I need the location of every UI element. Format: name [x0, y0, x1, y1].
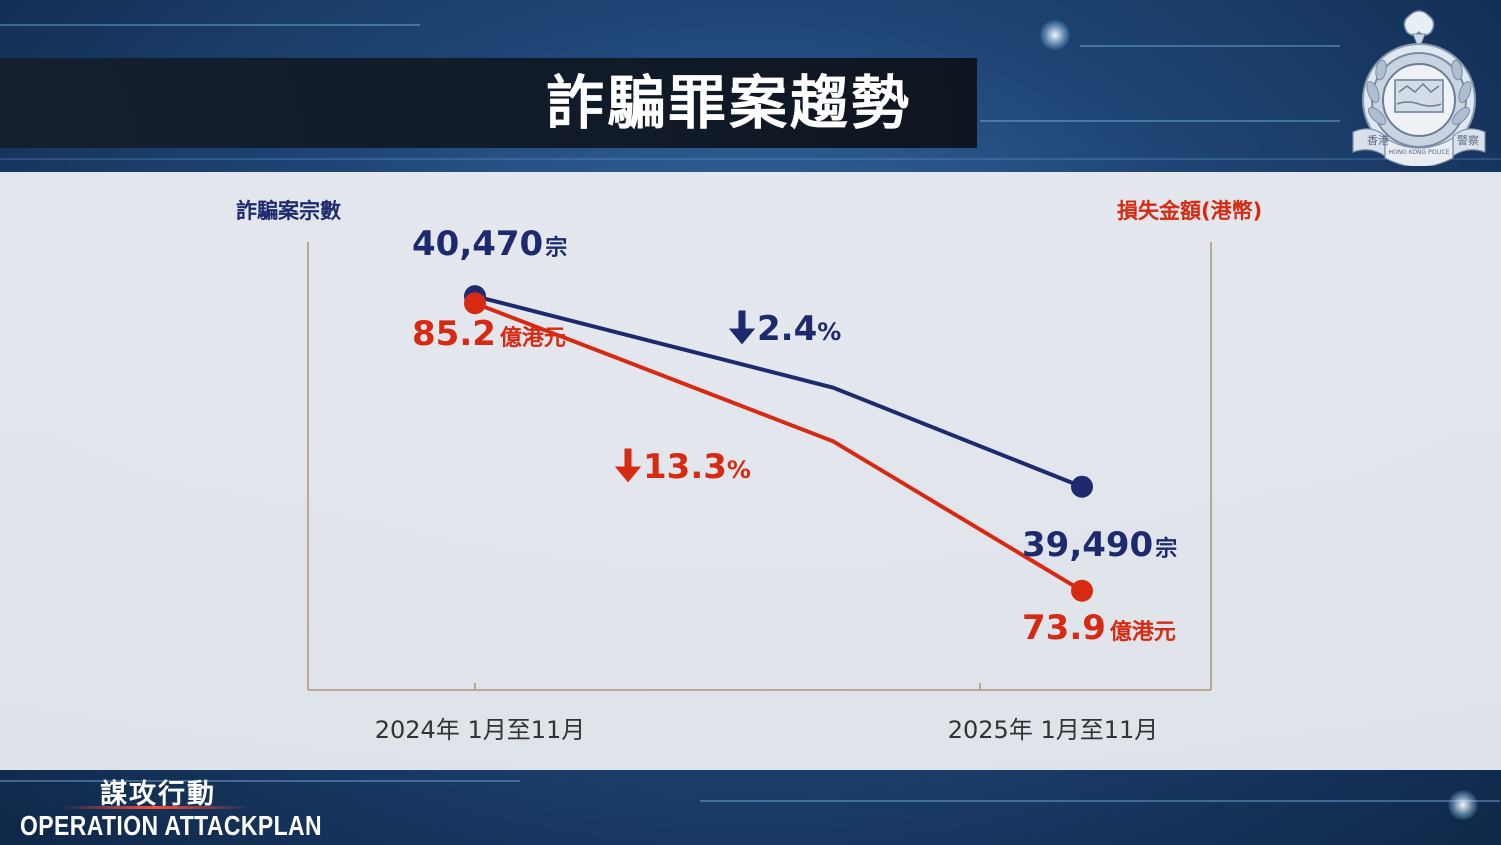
right-axis-label: 損失金額(港幣) [1117, 199, 1262, 223]
circuit-line [0, 158, 1501, 160]
data-label-cases-2025: 39,490宗 [1022, 525, 1177, 565]
light-glow [1448, 790, 1478, 820]
circuit-line [1080, 45, 1340, 47]
circuit-line [980, 120, 1340, 122]
data-point-loss [464, 292, 486, 315]
operation-name-cn: 謀攻行動 [100, 779, 216, 810]
left-axis-label: 詐騙案宗數 [236, 199, 341, 223]
line-chart: 詐騙案宗數 損失金額(港幣) 2024年 1月至11月 2025年 1月至11月… [236, 199, 1262, 744]
data-label-loss-2025: 73.9 億港元 [1022, 608, 1176, 648]
badge-text-right: 警察 [1457, 133, 1479, 147]
data-label-loss-2024: 85.2 億港元 [412, 314, 566, 354]
badge-text-mid: HONG KONG POLICE [1388, 149, 1449, 156]
x-tick-label: 2025年 1月至11月 [948, 716, 1159, 744]
x-tick-label: 2024年 1月至11月 [375, 716, 586, 744]
data-label-cases-2024: 40,470宗 [412, 224, 567, 264]
change-annotation-cases: 2.4% [728, 309, 841, 349]
chart-panel: 詐騙案宗數 損失金額(港幣) 2024年 1月至11月 2025年 1月至11月… [0, 172, 1501, 770]
data-point-loss [1071, 579, 1093, 602]
footer-divider [60, 806, 250, 809]
change-annotation-loss: 13.3% [614, 447, 751, 487]
circuit-line [0, 780, 520, 782]
down-arrow-icon [728, 310, 756, 345]
data-point-cases [1071, 475, 1093, 498]
title-bar [0, 58, 977, 148]
light-glow [1040, 20, 1070, 50]
change-label-cases: 2.4% [757, 309, 841, 349]
circuit-line [700, 800, 1500, 802]
operation-name-en: OPERATION ATTACKPLAN [20, 810, 322, 841]
page-title: 詐騙罪案趨勢 [546, 69, 913, 137]
circuit-line [0, 24, 420, 26]
change-label-loss: 13.3% [643, 447, 751, 487]
series-line-loss [473, 301, 1084, 593]
series-line-cases [473, 294, 1084, 489]
badge-text-left: 香港 [1367, 134, 1389, 147]
down-arrow-icon [614, 448, 642, 483]
hong-kong-police-badge-icon: 香港 HONG KONG POLICE 警察 [1352, 10, 1486, 166]
